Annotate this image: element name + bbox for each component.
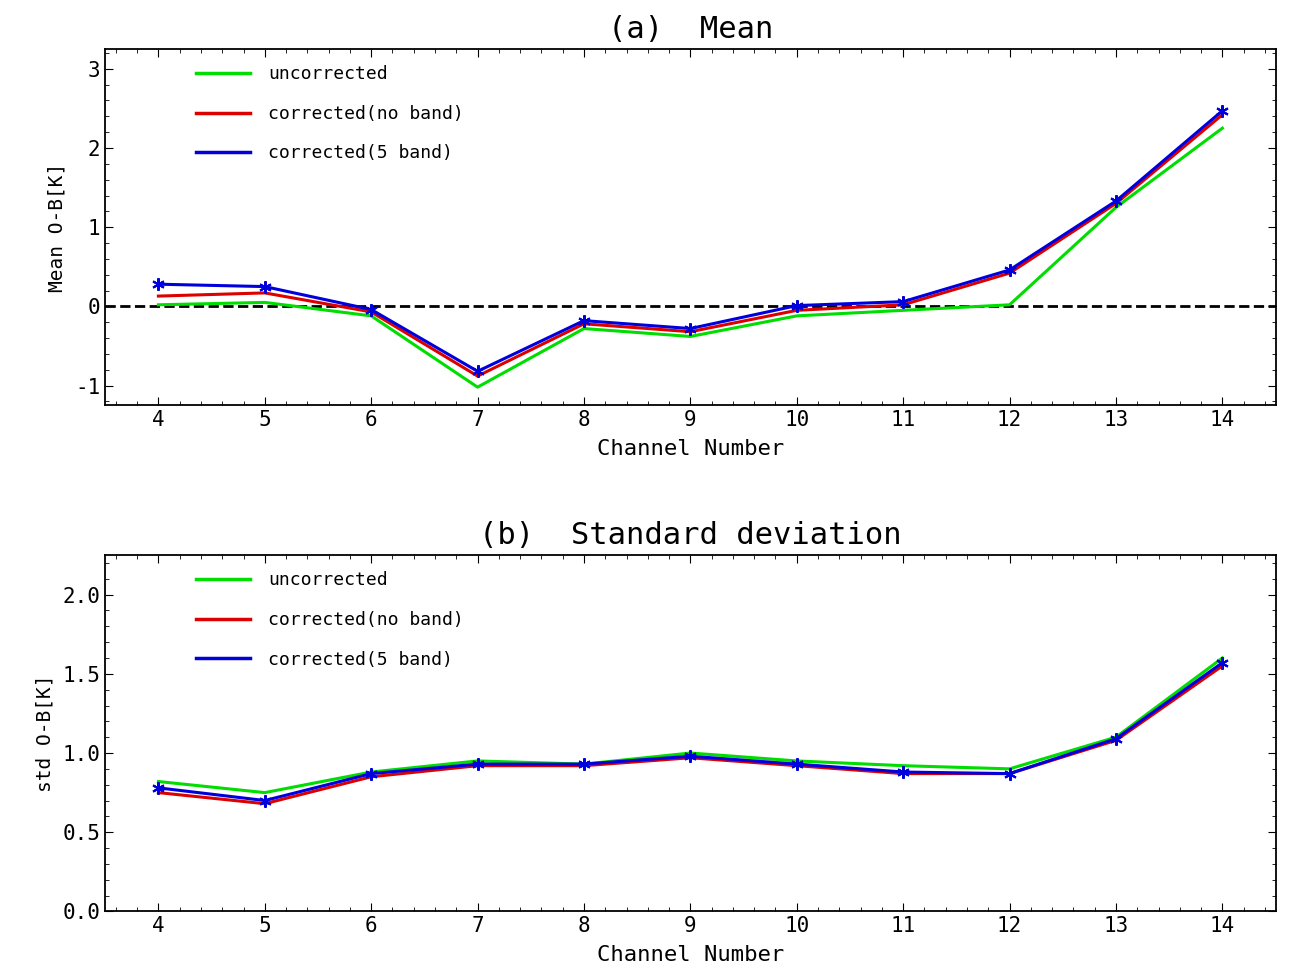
Y-axis label: Mean O-B[K]: Mean O-B[K] — [47, 163, 67, 292]
Title: (a)  Mean: (a) Mean — [608, 15, 773, 44]
Y-axis label: std O-B[K]: std O-B[K] — [36, 674, 54, 792]
X-axis label: Channel Number: Channel Number — [597, 439, 784, 459]
X-axis label: Channel Number: Channel Number — [597, 945, 784, 964]
Title: (b)  Standard deviation: (b) Standard deviation — [479, 521, 902, 550]
Legend: uncorrected, corrected(no band), corrected(5 band): uncorrected, corrected(no band), correct… — [196, 571, 464, 668]
Legend: uncorrected, corrected(no band), corrected(5 band): uncorrected, corrected(no band), correct… — [196, 65, 464, 163]
